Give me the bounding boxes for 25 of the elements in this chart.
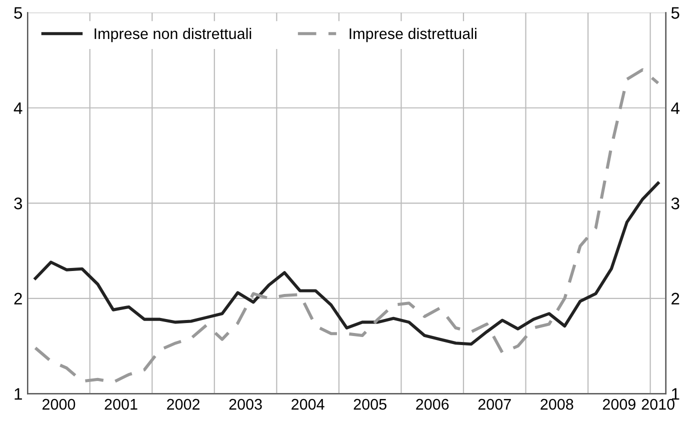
x-tick-label: 2002 xyxy=(167,398,200,410)
y-tick-label: 2 xyxy=(14,292,22,304)
x-tick-label: 2010 xyxy=(642,398,674,410)
legend-label: Imprese distrettuali xyxy=(350,28,476,42)
x-tick-label: 2007 xyxy=(478,398,511,410)
x-tick-label: 2005 xyxy=(354,398,386,410)
legend-label: Imprese non distrettuali xyxy=(94,28,252,42)
x-tick-label: 2008 xyxy=(540,398,574,410)
x-tick-label: 2006 xyxy=(416,398,449,410)
x-tick-label: 2000 xyxy=(42,398,76,410)
x-tick-label: 2004 xyxy=(292,398,324,410)
y2-tick-label: 2 xyxy=(672,292,680,304)
x-tick-label: 2009 xyxy=(602,398,636,410)
y2-tick-label: 4 xyxy=(671,102,680,114)
line-series xyxy=(34,182,660,346)
x-tick-label: 2003 xyxy=(229,398,262,410)
y2-tick-label: 1 xyxy=(672,388,680,400)
y2-tick-label: 3 xyxy=(671,198,680,210)
y-tick-label: 1 xyxy=(14,388,22,400)
y-tick-label: 3 xyxy=(14,198,22,210)
x-tick-label: 2001 xyxy=(104,398,138,410)
y2-tick-label: 5 xyxy=(671,7,680,19)
line-series xyxy=(34,68,660,384)
y-tick-label: 5 xyxy=(14,7,22,19)
y-tick-label: 4 xyxy=(14,102,22,114)
